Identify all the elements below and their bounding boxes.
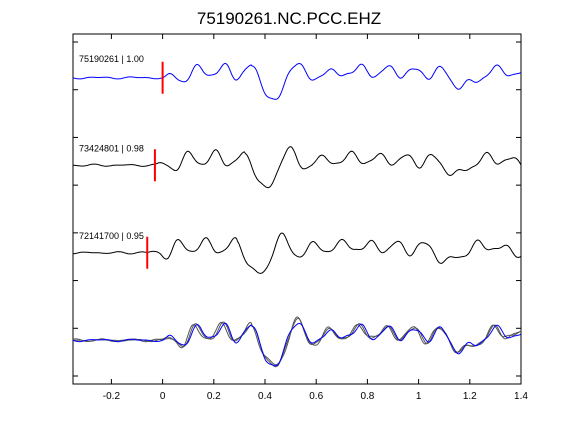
chart-title: 75190261.NC.PCC.EHZ bbox=[197, 9, 381, 28]
x-tick-label: 0.6 bbox=[309, 391, 323, 402]
x-tick-label: 0 bbox=[160, 391, 166, 402]
trace-label-1: 75190261 | 1.00 bbox=[79, 54, 144, 64]
x-tick-label: -0.2 bbox=[103, 391, 121, 402]
stack-trace-2 bbox=[73, 317, 522, 368]
x-tick-label: 0.2 bbox=[207, 391, 221, 402]
x-tick-label: 0.4 bbox=[258, 391, 272, 402]
plot-area: -0.2 0 0.2 0.4 0.6 0.8 1 1.2 1.4 75190261 | 1.00 7… bbox=[72, 33, 528, 402]
trace-2 bbox=[73, 146, 522, 189]
x-tick-label: 1.2 bbox=[463, 391, 477, 402]
trace-1 bbox=[72, 62, 522, 100]
x-tick-label: 1.4 bbox=[514, 391, 528, 402]
trace-label-3: 72141700 | 0.95 bbox=[79, 231, 144, 241]
axes-box bbox=[72, 33, 522, 385]
stack-trace-1 bbox=[72, 322, 522, 367]
x-tick-label: 0.8 bbox=[360, 391, 374, 402]
trace-label-2: 73424801 | 0.98 bbox=[79, 143, 144, 153]
x-tick-label: 1 bbox=[416, 391, 422, 402]
